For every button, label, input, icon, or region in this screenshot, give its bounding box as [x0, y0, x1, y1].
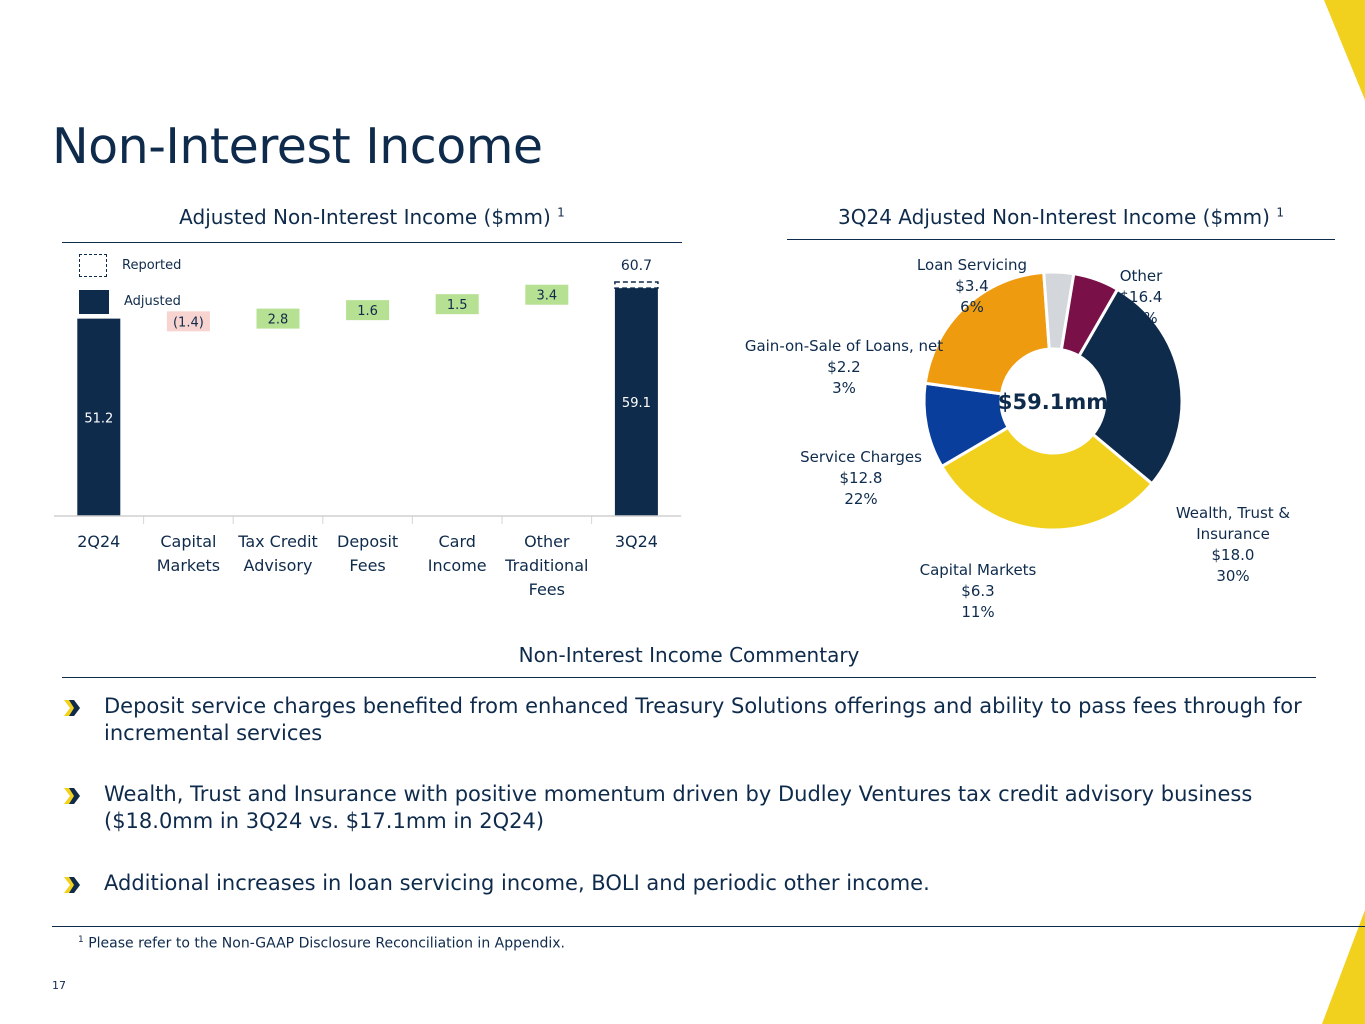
bar-card-income: [435, 294, 479, 315]
commentary-bullet-text: Additional increases in loan servicing i…: [104, 871, 930, 895]
page-number: 17: [52, 979, 66, 992]
legend-reported-swatch: [79, 254, 107, 277]
donut-label-loan-servicing: $3.4: [955, 277, 988, 295]
donut-label-gain-on-sale-of-loans-net: $2.2: [827, 358, 860, 376]
commentary-heading: Non-Interest Income Commentary: [518, 643, 860, 667]
left-chart-heading-footnote-mark: 1: [557, 205, 565, 220]
bar-value-label: 51.2: [84, 411, 113, 426]
x-tick-label: Capital: [160, 532, 216, 551]
commentary-bullet-2: Wealth, Trust and Insurance with positiv…: [62, 781, 1312, 841]
commentary-bullet-text: Deposit service charges benefited from e…: [104, 694, 1302, 745]
right-chart-heading: 3Q24 Adjusted Non-Interest Income ($mm) …: [787, 205, 1335, 229]
footnote: 1 Please refer to the Non-GAAP Disclosur…: [78, 935, 565, 952]
x-tick-label: 2Q24: [77, 532, 120, 551]
donut-label-wealth-trust-insurance: $18.0: [1212, 546, 1255, 564]
donut-label-wealth-trust-insurance: Wealth, Trust &: [1176, 504, 1291, 522]
chevron-bullet-icon: [64, 877, 80, 893]
chevron-bullet-icon: [64, 700, 80, 716]
footnote-text: Please refer to the Non-GAAP Disclosure …: [88, 935, 565, 952]
donut-label-wealth-trust-insurance: 30%: [1216, 567, 1249, 585]
commentary-rule: [62, 677, 1316, 678]
left-chart-heading: Adjusted Non-Interest Income ($mm) 1: [62, 205, 682, 229]
chevron-bullet-icon: [64, 788, 80, 804]
donut-center-total: $59.1mm: [998, 390, 1108, 414]
legend-reported-label: Reported: [122, 258, 182, 273]
commentary-bullet-text: Wealth, Trust and Insurance with positiv…: [104, 782, 1253, 833]
commentary-bullet-1: Deposit service charges benefited from e…: [62, 693, 1312, 753]
bar-reported-3q24: [614, 281, 659, 289]
donut-label-capital-markets: $6.3: [961, 582, 994, 600]
left-chart-heading-text: Adjusted Non-Interest Income ($mm): [179, 205, 551, 229]
x-tick-label: Advisory: [244, 556, 313, 575]
bar-value-label: 3.4: [536, 289, 557, 304]
bar-value-label: 2.8: [268, 313, 289, 328]
x-tick-label: Tax Credit: [237, 532, 318, 551]
donut-label-other: 28%: [1124, 309, 1157, 327]
corner-accent-bottom: [1322, 910, 1365, 1024]
footnote-mark: 1: [78, 935, 84, 945]
page-title: Non-Interest Income: [52, 118, 543, 175]
bar-other-traditional-fees: [525, 284, 569, 305]
donut-label-service-charges: 22%: [844, 490, 877, 508]
donut-label-loan-servicing: Loan Servicing: [917, 256, 1027, 274]
x-tick-label: Fees: [349, 556, 385, 575]
bar-2q24: [77, 318, 121, 516]
right-chart-rule: [787, 239, 1335, 240]
donut-label-gain-on-sale-of-loans-net: 3%: [832, 379, 856, 397]
bar-capital-markets: [166, 311, 210, 332]
x-tick-label: Fees: [529, 580, 565, 599]
x-tick-label: Income: [428, 556, 487, 575]
reported-value-label: 60.7: [621, 258, 652, 274]
footer-rule: [52, 926, 1365, 927]
x-tick-label: 3Q24: [615, 532, 658, 551]
bar-value-label: 59.1: [622, 396, 651, 411]
donut-label-service-charges: Service Charges: [800, 448, 922, 466]
donut-slice-wealth-trust-insurance: [939, 425, 1155, 532]
x-tick-label: Deposit: [337, 532, 398, 551]
donut-slice-other: [1076, 287, 1184, 486]
legend-adjusted-swatch: [79, 290, 109, 314]
bar-tax-credit-advisory: [256, 308, 300, 329]
donut-slice-service-charges: [923, 270, 1051, 396]
x-tick-label: Card: [438, 532, 475, 551]
donut-label-capital-markets: 11%: [961, 603, 994, 621]
donut-label-service-charges: $12.8: [840, 469, 883, 487]
bar-deposit-fees: [346, 300, 390, 321]
bar-value-label: 1.5: [447, 298, 468, 313]
donut-label-wealth-trust-insurance: Insurance: [1196, 525, 1270, 543]
commentary-bullet-3: Additional increases in loan servicing i…: [62, 870, 1312, 900]
donut-label-loan-servicing: 6%: [960, 298, 984, 316]
x-tick-label: Other: [524, 532, 570, 551]
bar-3q24: [614, 288, 658, 516]
donut-label-other: Other: [1120, 267, 1163, 285]
bar-value-label: (1.4): [173, 315, 204, 330]
donut-chart: Other $16.4 28% Wealth, Trust & Insurance $18…: [745, 256, 1291, 621]
donut-label-gain-on-sale-of-loans-net: Gain-on-Sale of Loans, net: [745, 337, 943, 355]
waterfall-chart: 51.2 2Q24 (1.4) Capital Markets 2.8 Tax Credit…: [54, 258, 682, 599]
bar-value-label: 1.6: [357, 304, 378, 319]
donut-label-capital-markets: Capital Markets: [920, 561, 1037, 579]
right-chart-heading-text: 3Q24 Adjusted Non-Interest Income ($mm): [838, 205, 1270, 229]
corner-accent-top: [1324, 0, 1365, 100]
donut-label-other: $16.4: [1120, 288, 1163, 306]
x-tick-label: Markets: [157, 556, 220, 575]
x-tick-label: Traditional: [504, 556, 588, 575]
right-chart-heading-footnote-mark: 1: [1276, 205, 1284, 220]
donut-slice-loan-servicing: [1059, 271, 1120, 359]
left-chart-rule: [62, 242, 682, 243]
legend-adjusted-label: Adjusted: [124, 294, 181, 309]
